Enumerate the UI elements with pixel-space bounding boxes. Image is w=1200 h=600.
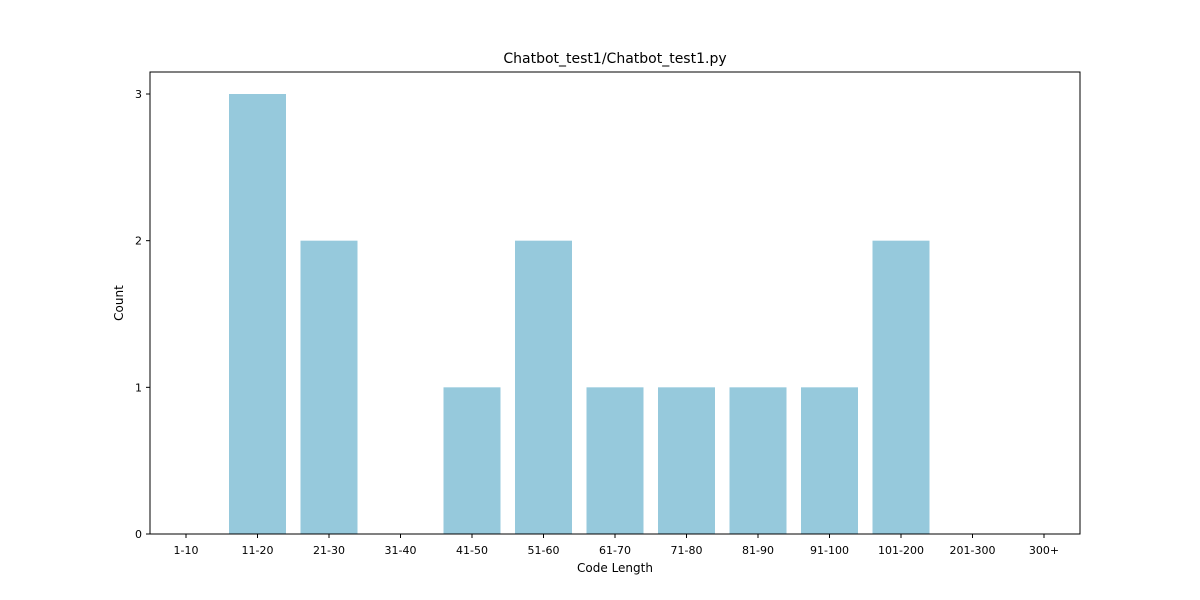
x-tick-label: 81-90 [742, 544, 774, 557]
bar-81-90 [729, 387, 787, 534]
x-tick-label: 101-200 [878, 544, 924, 557]
chart-title: Chatbot_test1/Chatbot_test1.py [503, 51, 726, 67]
y-tick-label: 0 [135, 528, 142, 541]
x-tick-label: 71-80 [671, 544, 703, 557]
bar-11-20 [229, 94, 286, 534]
x-tick-label: 21-30 [313, 544, 345, 557]
bar-101-200 [872, 240, 930, 535]
bar-71-80 [658, 387, 715, 534]
x-axis-title: Code Length [577, 561, 653, 575]
x-tick-label: 201-300 [950, 544, 996, 557]
x-tick-label: 91-100 [810, 544, 849, 557]
bar-21-30 [300, 240, 358, 535]
x-tick-label: 41-50 [456, 544, 488, 557]
x-tick-label: 1-10 [174, 544, 199, 557]
y-axis-title: Count [112, 285, 126, 321]
y-tick-label: 2 [135, 235, 142, 248]
ticks-layer: 1-10 11-20 21-30 31-40 41-50 51-60 61-70 71-80 8… [135, 88, 1059, 557]
y-tick-label: 1 [135, 381, 142, 394]
x-tick-label: 11-20 [242, 544, 274, 557]
x-tick-label: 31-40 [385, 544, 417, 557]
bar-91-100 [801, 387, 858, 534]
y-tick-label: 3 [135, 88, 142, 101]
bar-51-60 [515, 240, 572, 535]
bars-layer [229, 94, 930, 535]
x-tick-label: 51-60 [528, 544, 560, 557]
x-tick-label: 300+ [1029, 544, 1059, 557]
bar-41-50 [443, 387, 501, 534]
x-tick-label: 61-70 [599, 544, 631, 557]
plot-frame [149, 71, 1081, 535]
bar-61-70 [586, 387, 644, 534]
